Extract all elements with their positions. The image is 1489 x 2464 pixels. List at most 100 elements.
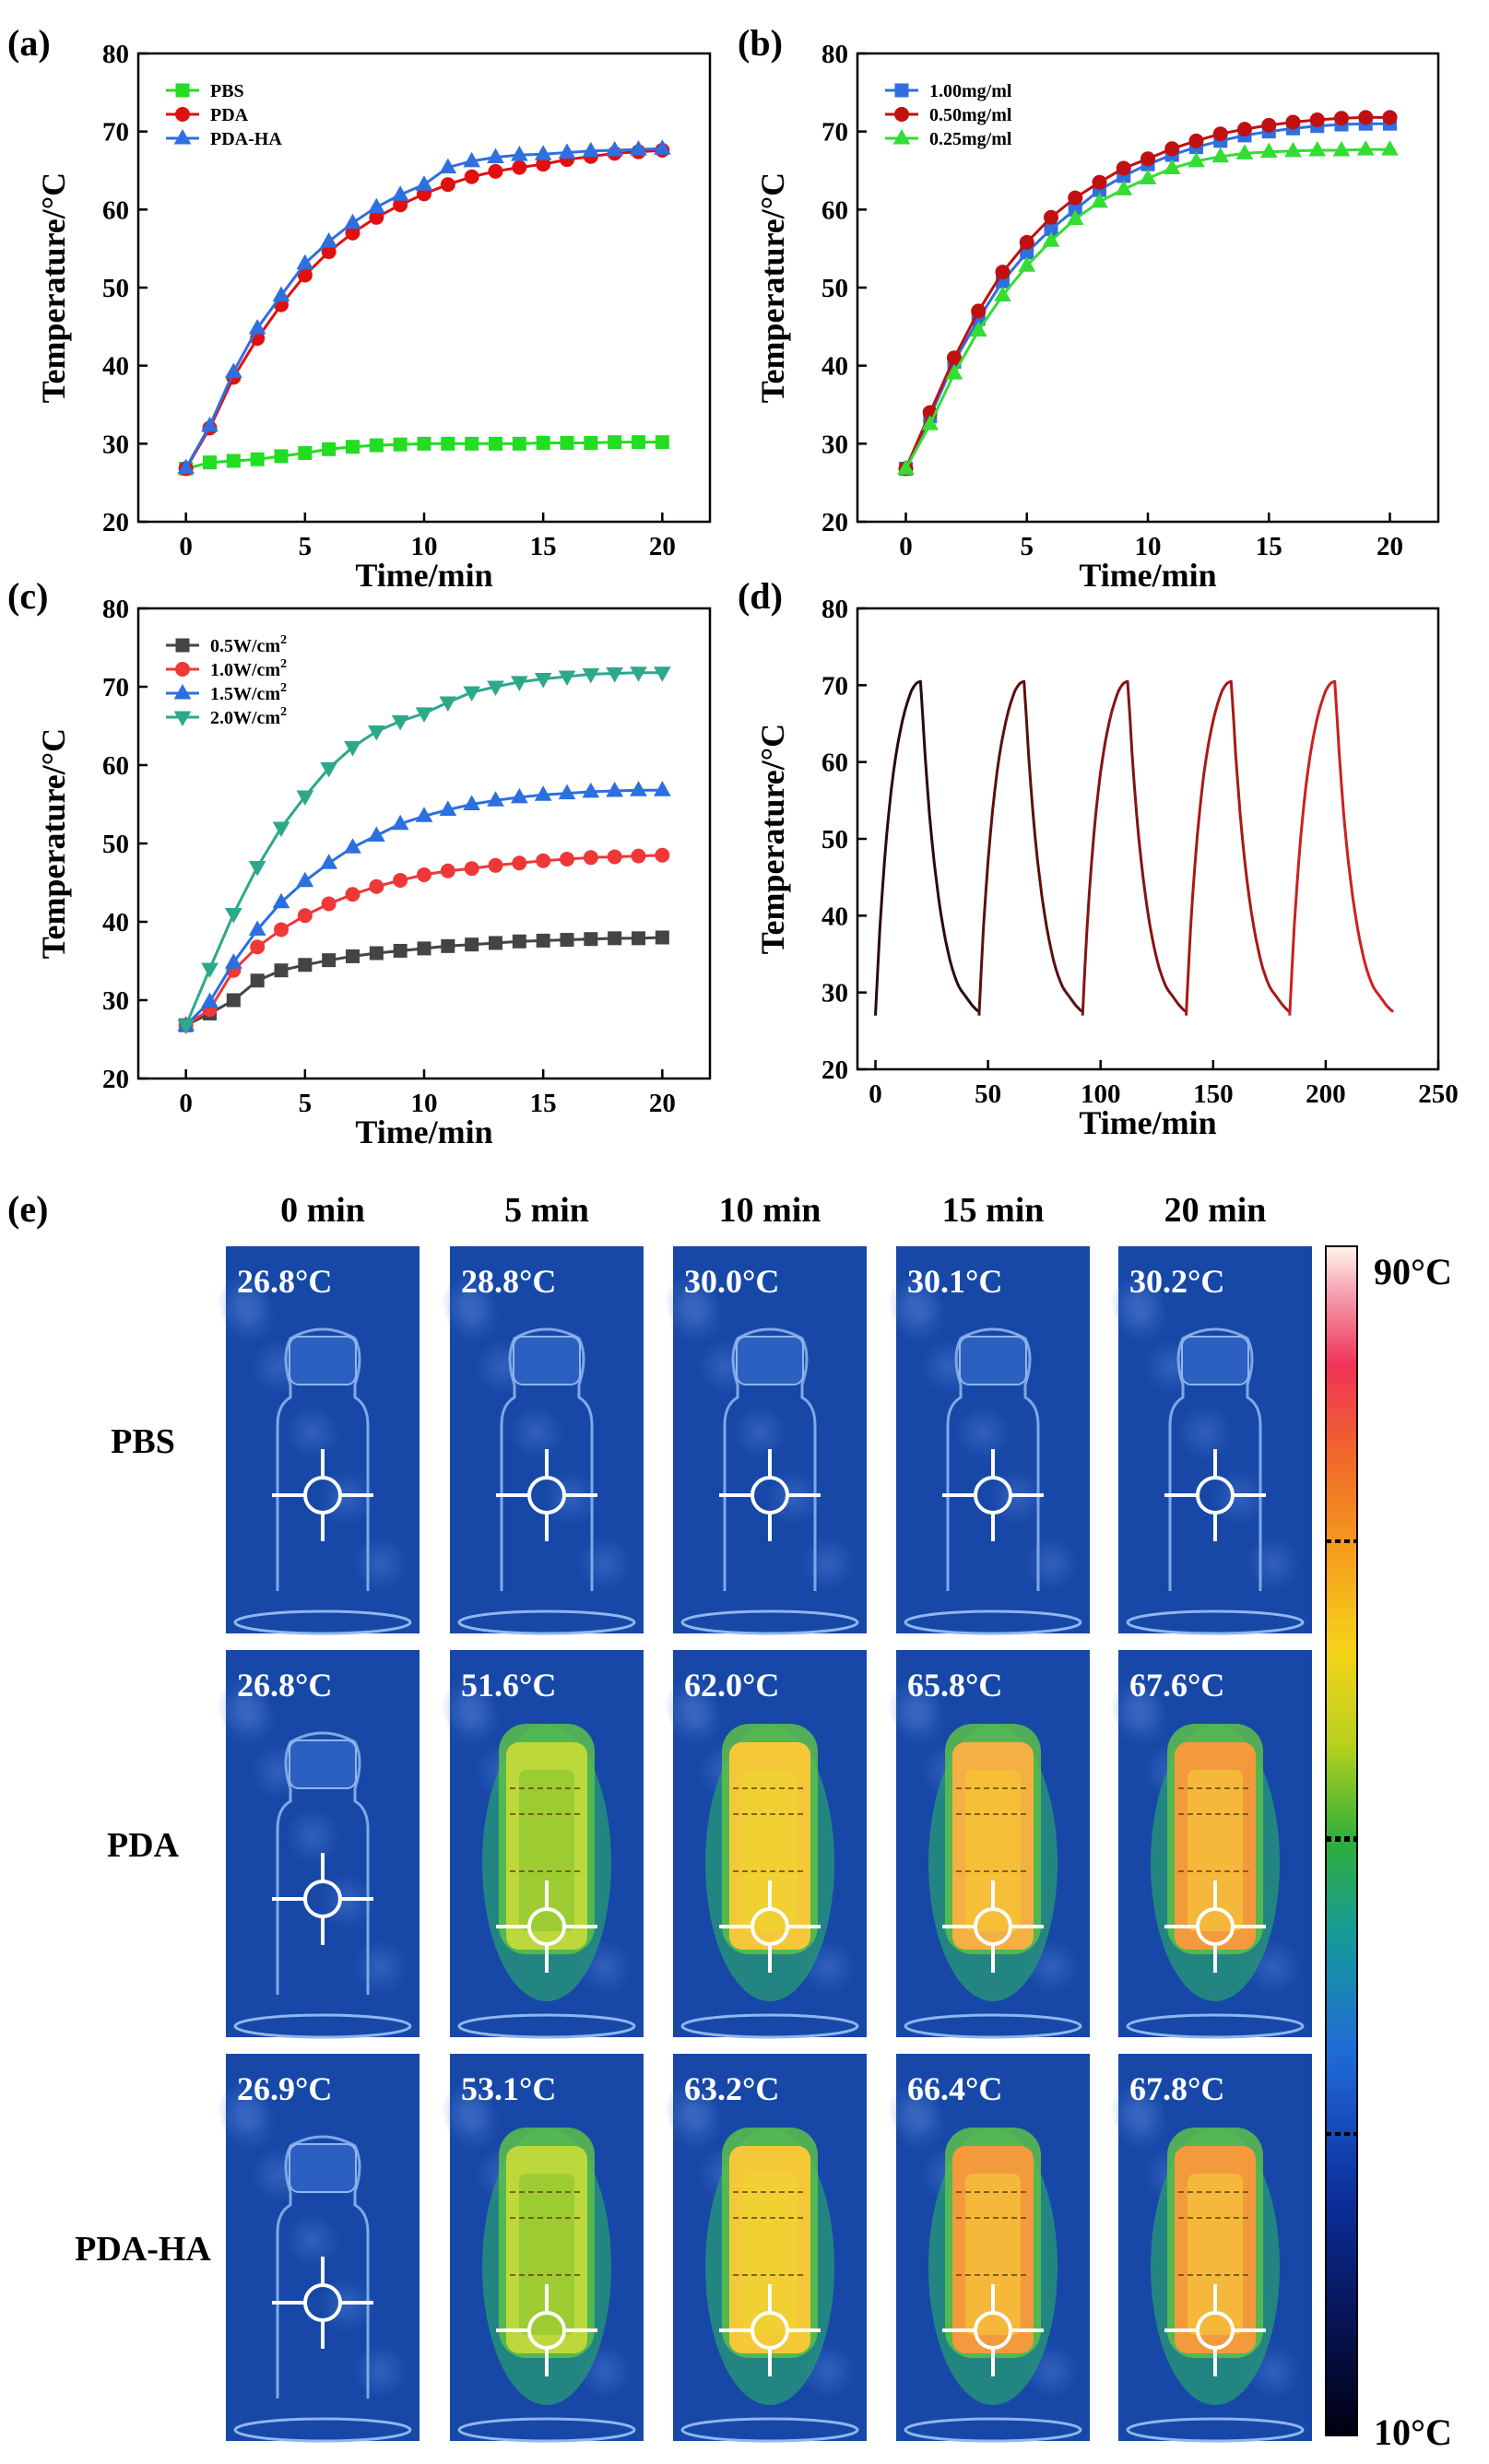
crosshair-icon (719, 1449, 821, 1541)
data-point (1211, 147, 1230, 163)
y-tick-label: 80 (821, 595, 848, 624)
panel-label-e: (e) (7, 1188, 48, 1230)
noise-spot (285, 1405, 340, 1460)
data-point (1044, 209, 1058, 225)
data-point (631, 848, 646, 864)
y-tick-label: 80 (102, 40, 129, 69)
image-temperature: 66.4°C (907, 2070, 1002, 2107)
noise-spot (221, 1692, 277, 1747)
vial-cap (289, 1336, 357, 1385)
noise-spot (509, 1405, 564, 1460)
legend-marker (892, 128, 911, 145)
image-temperature: 65.8°C (907, 1667, 1002, 1704)
data-point (439, 158, 457, 174)
image-temperature: 51.6°C (461, 1667, 556, 1704)
chart-d: 0 50 100 150 200 250 20 30 40 50 60 70 80 Time/min Tem… (754, 595, 1459, 1141)
vial-cap (513, 1336, 581, 1385)
image-temperature: 26.9°C (237, 2070, 332, 2107)
data-point (1164, 141, 1180, 157)
data-point (1261, 117, 1277, 133)
data-point (367, 826, 385, 842)
heated-core (742, 1770, 798, 1931)
panel-label-d: (d) (738, 575, 783, 617)
data-point (558, 784, 576, 800)
series-line-cycle-2 (977, 679, 1084, 1016)
legend-entry: 1.00mg/ml (929, 81, 1012, 101)
data-point (296, 253, 314, 270)
legend-entry: PDA (210, 105, 249, 125)
colorbar-max-label: 90°C (1374, 1251, 1452, 1292)
x-tick-label: 15 (530, 532, 557, 561)
thermal-image: 26.9°C (217, 2054, 420, 2443)
vial-cap (959, 1336, 1027, 1385)
data-point (487, 147, 504, 164)
heated-core (1188, 1770, 1243, 1931)
y-tick-label: 30 (821, 430, 848, 459)
crosshair-icon (496, 1880, 597, 1973)
noise-spot (1023, 1536, 1079, 1591)
data-point (463, 151, 481, 168)
data-point (201, 992, 219, 1008)
x-axis-title: Time/min (1079, 1104, 1216, 1141)
noise-spot (221, 2095, 277, 2151)
series-line-cycle-3 (1081, 679, 1188, 1016)
x-tick-label: 0 (179, 532, 193, 561)
data-point (653, 139, 671, 155)
x-tick-label: 200 (1306, 1079, 1346, 1109)
data-point (463, 686, 481, 701)
data-point (465, 937, 479, 952)
y-tick-label: 50 (102, 830, 129, 859)
time-header: 15 min (942, 1191, 1045, 1230)
data-point (655, 435, 669, 450)
panel-label-a: (a) (7, 22, 51, 64)
crosshair-icon (272, 1449, 373, 1541)
panel-label-b: (b) (738, 22, 783, 64)
heated-core (1188, 2174, 1243, 2335)
vial-base (680, 1609, 859, 1635)
vial-cap (289, 2143, 357, 2193)
noise-spot (285, 1809, 340, 1864)
data-point (512, 855, 527, 871)
noise-spot (955, 1405, 1010, 1460)
thermal-image: 67.6°C (1109, 1650, 1312, 2039)
data-point (995, 265, 1010, 280)
vial-base (233, 2013, 412, 2039)
noise-spot (543, 1470, 598, 1526)
data-point (534, 673, 552, 689)
data-point (248, 920, 266, 936)
colorbar: 90°C 10°C (1325, 1245, 1452, 2453)
data-point (274, 963, 289, 978)
data-point (464, 861, 479, 877)
data-point (391, 185, 409, 201)
vial-base (233, 2417, 412, 2443)
noise-spot (766, 1470, 821, 1526)
time-header: 20 min (1164, 1191, 1267, 1230)
noise-spot (892, 1692, 947, 1747)
x-tick-label: 10 (1135, 532, 1162, 561)
y-tick-label: 50 (102, 274, 129, 303)
data-point (296, 871, 314, 888)
data-point (1019, 234, 1034, 250)
data-point (630, 140, 647, 156)
data-point (1091, 192, 1108, 208)
data-point (369, 946, 384, 961)
legend-marker (173, 128, 192, 145)
data-point (274, 449, 289, 464)
data-point (320, 854, 338, 869)
vial-base (1126, 2013, 1305, 2039)
thermal-image: 30.0°C (664, 1246, 867, 1635)
y-axis-title: Temperature/°C (35, 728, 72, 959)
noise-spot (668, 1692, 724, 1747)
data-point (417, 436, 431, 451)
crosshair-icon (942, 1880, 1044, 1973)
data-point (201, 416, 219, 432)
crosshair-icon (942, 2284, 1044, 2376)
heated-core (742, 2174, 798, 2335)
data-point (322, 953, 337, 968)
x-tick-label: 0 (179, 1089, 193, 1118)
data-point (1308, 140, 1327, 157)
vial-outline (508, 1327, 594, 1591)
data-point (1259, 142, 1278, 159)
data-point (489, 936, 502, 950)
noise-spot (1211, 1470, 1267, 1526)
